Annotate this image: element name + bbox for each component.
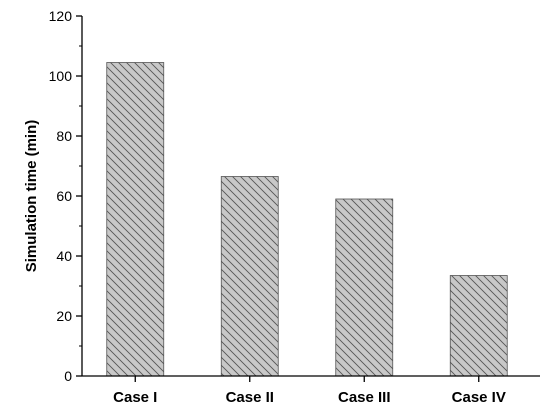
y-tick-label: 0 [64,368,72,384]
y-tick-label: 100 [49,68,73,84]
y-tick-label: 60 [56,188,72,204]
bar-case-iii [335,198,394,377]
x-tick-label: Case III [338,389,391,406]
x-tick-label: Case II [226,389,274,406]
bar-case-i [106,62,165,377]
y-tick-label: 40 [56,248,72,264]
y-tick-label: 80 [56,128,72,144]
bar-case-iv [449,275,508,377]
x-axis: Case I Case II Case III Case IV [82,375,540,406]
y-tick-label: 20 [56,308,72,324]
x-tick-label: Case I [113,389,157,406]
x-tick-label: Case IV [452,389,506,406]
y-axis-title: Simulation time (min) [23,120,40,273]
y-axis: 0 20 40 60 80 100 120 [49,8,83,384]
bar-case-ii [220,176,279,377]
y-tick-label: 120 [49,8,73,24]
bars [106,62,508,377]
